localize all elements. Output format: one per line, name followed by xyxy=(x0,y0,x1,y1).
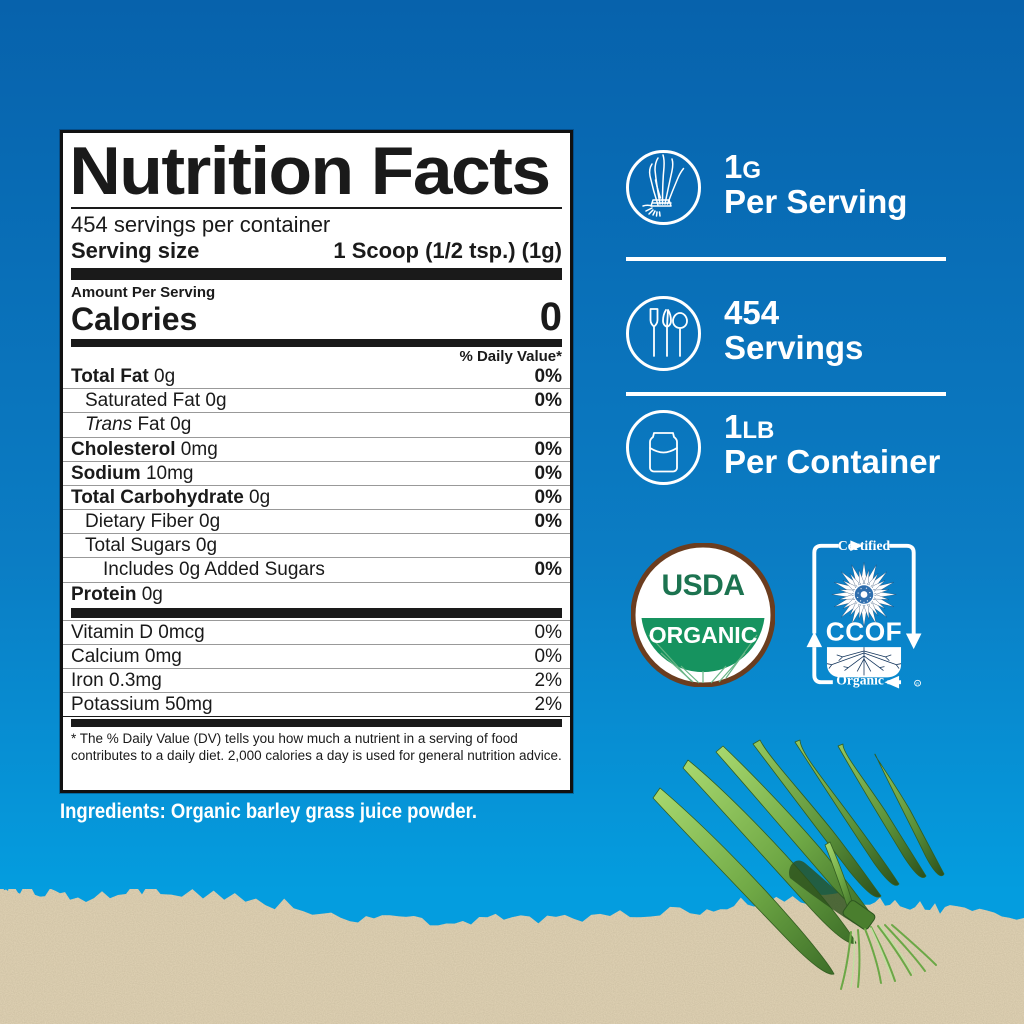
svg-text:USDA: USDA xyxy=(661,569,744,602)
svg-text:Certified: Certified xyxy=(838,538,891,553)
svg-text:R: R xyxy=(916,682,919,686)
svg-text:CCOF: CCOF xyxy=(826,616,902,646)
svg-text:ORGANIC: ORGANIC xyxy=(649,622,758,648)
